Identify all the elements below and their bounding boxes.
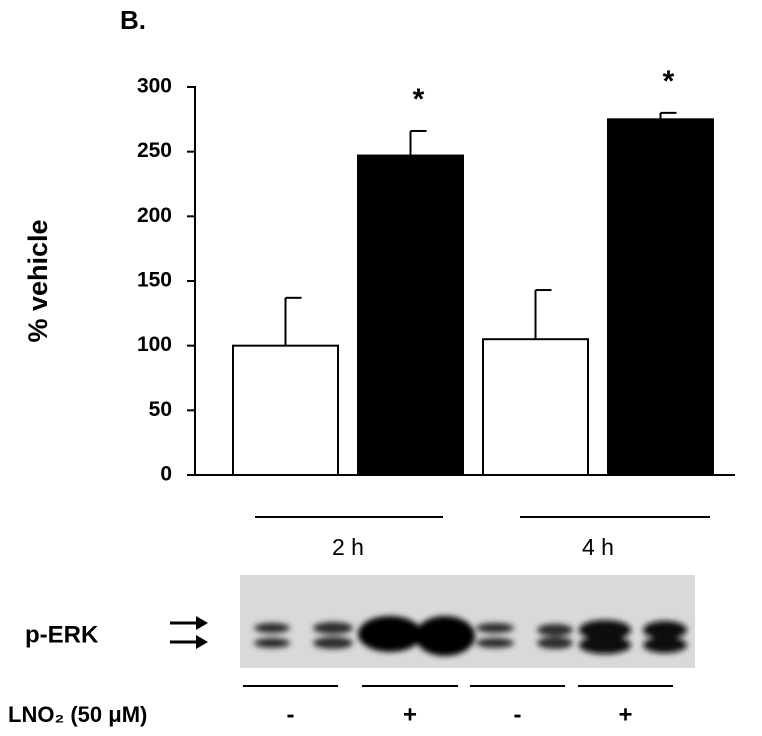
- western-blot: [240, 575, 695, 668]
- significance-mark: *: [663, 65, 675, 98]
- y-tick-label: 200: [137, 204, 172, 227]
- bar: [607, 118, 714, 476]
- y-tick-label: 150: [137, 269, 172, 292]
- y-axis-label: % vehicle: [23, 219, 53, 342]
- bar: [232, 344, 339, 476]
- x-tick-label: +: [403, 701, 417, 728]
- bar: [357, 154, 464, 476]
- y-tick-label: 300: [137, 75, 172, 98]
- significance-mark: *: [413, 83, 425, 116]
- y-tick-label: 0: [160, 463, 172, 486]
- blot-label: p-ERK: [25, 621, 99, 648]
- x-tick-label: -: [287, 701, 295, 728]
- band-arrows: [170, 616, 208, 649]
- bar: [482, 338, 589, 477]
- treatment-label: LNO₂ (50 μM): [8, 702, 147, 727]
- x-tick-label: +: [618, 701, 632, 728]
- x-tick-label: -: [514, 701, 522, 728]
- y-tick-label: 50: [149, 398, 172, 421]
- panel-label: B.: [120, 5, 146, 35]
- y-tick-label: 100: [137, 333, 172, 356]
- group-label: 2 h: [332, 534, 364, 560]
- group-label: 4 h: [582, 534, 614, 560]
- y-tick-label: 250: [137, 139, 172, 162]
